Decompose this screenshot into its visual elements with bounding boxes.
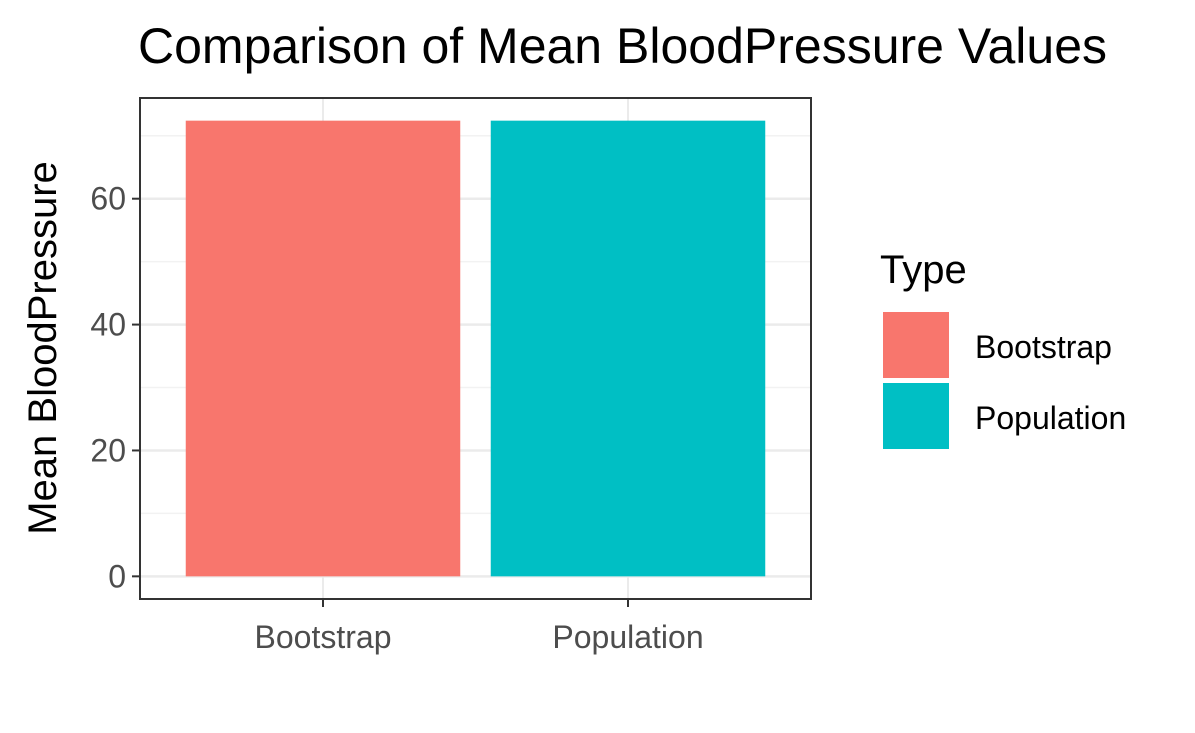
bar-population	[490, 120, 766, 577]
legend-label-bootstrap: Bootstrap	[975, 329, 1112, 365]
y-tick-label: 60	[90, 181, 126, 217]
y-tick-label: 0	[108, 558, 126, 594]
x-tick-label: Population	[552, 619, 703, 655]
legend-title: Type	[880, 248, 967, 292]
legend-key-population	[883, 383, 949, 449]
x-axis: Bootstrap Population	[255, 599, 704, 655]
legend: Type Bootstrap Population	[880, 248, 1126, 449]
legend-key-bootstrap	[883, 312, 949, 378]
y-tick-label: 40	[90, 307, 126, 343]
legend-label-population: Population	[975, 400, 1126, 436]
chart-title: Comparison of Mean BloodPressure Values	[138, 18, 1107, 74]
bars	[185, 120, 766, 577]
plot-border	[139, 97, 812, 600]
x-tick-label: Bootstrap	[255, 619, 392, 655]
y-tick-label: 20	[90, 432, 126, 468]
y-axis: 0 20 40 60	[90, 181, 140, 594]
bar-bootstrap	[185, 120, 461, 577]
y-axis-label: Mean BloodPressure	[21, 161, 65, 535]
